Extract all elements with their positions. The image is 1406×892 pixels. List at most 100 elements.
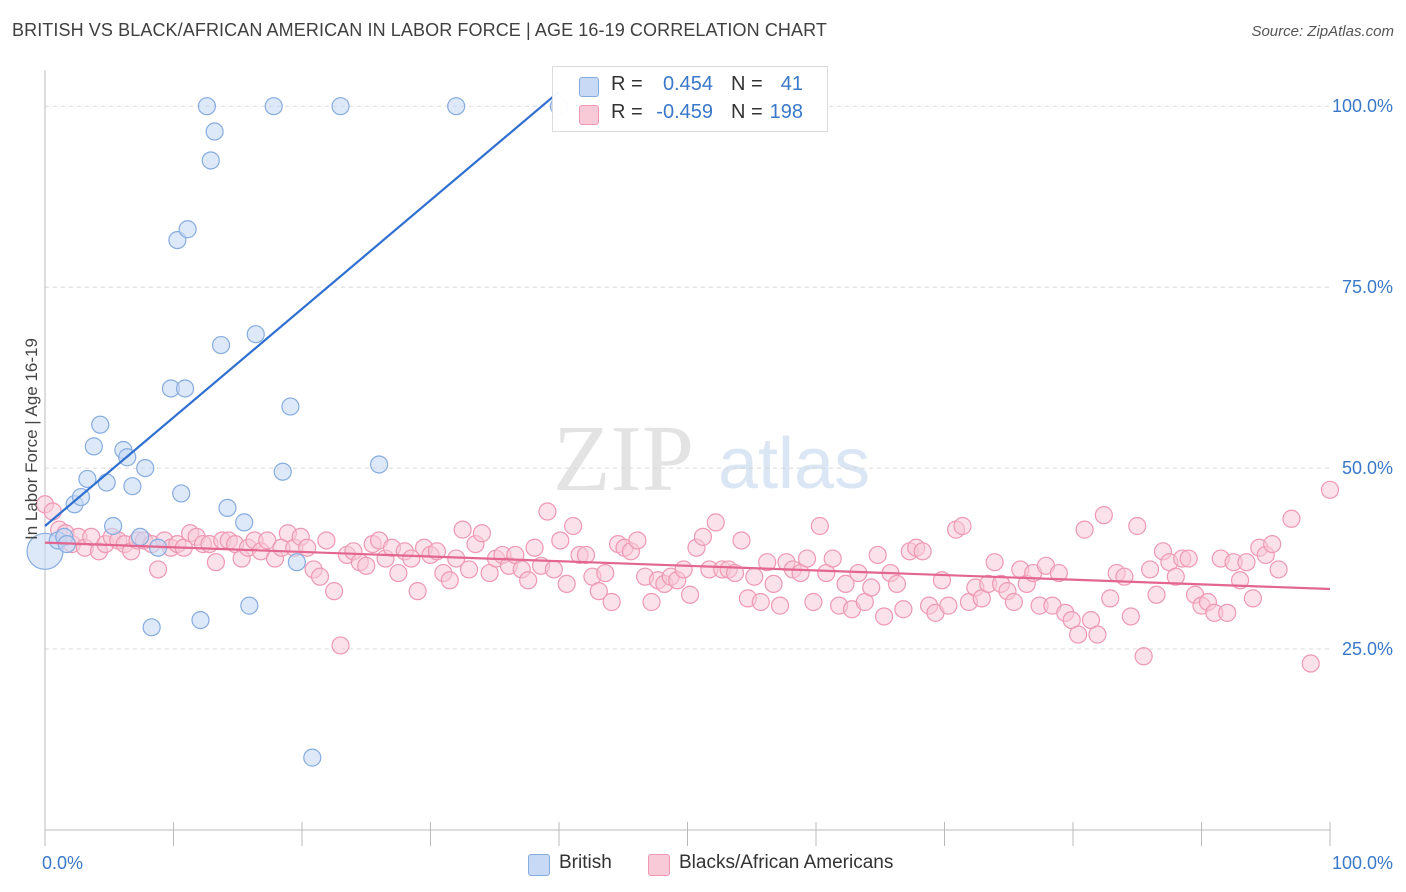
black-point <box>1269 560 1288 579</box>
british-point <box>205 122 224 141</box>
black-point <box>1166 567 1185 586</box>
british-point <box>78 469 97 489</box>
n-value: 198 <box>769 101 803 123</box>
r-value: 0.454 <box>662 73 713 95</box>
y-tick-label: 75.0% <box>1342 277 1393 297</box>
black-point <box>1069 625 1088 644</box>
british-swatch <box>579 77 599 97</box>
black-point <box>1320 480 1340 499</box>
black-point <box>331 636 350 655</box>
black-point <box>913 542 932 561</box>
watermark-zip: ZIP <box>553 407 694 511</box>
r-label: R = <box>611 73 643 95</box>
british-point <box>201 151 220 170</box>
british-point <box>287 553 306 572</box>
x-tick-label-max: 100.0% <box>1332 853 1393 873</box>
black-point <box>1094 506 1113 525</box>
black-point <box>310 567 330 586</box>
black-point <box>317 531 336 550</box>
british-point <box>218 498 237 518</box>
black-point <box>745 567 764 586</box>
black-point <box>1243 589 1263 608</box>
black-point <box>706 513 725 532</box>
british-point <box>123 477 142 496</box>
black-point <box>797 549 817 568</box>
watermark-atlas: atlas <box>718 424 870 504</box>
black-point <box>402 549 421 568</box>
black-point <box>472 524 491 543</box>
black-point <box>1075 520 1094 539</box>
series-british-points <box>26 97 569 767</box>
black-point <box>642 592 661 612</box>
n-label: N = <box>731 101 763 123</box>
black-point <box>1218 603 1237 622</box>
black-point <box>1179 549 1198 568</box>
black-point <box>389 563 408 583</box>
legend-row-black: R = -0.459 N = 198 <box>553 101 827 129</box>
n-label: N = <box>731 73 763 95</box>
black-point <box>985 553 1004 572</box>
black-point <box>758 553 777 572</box>
black-point <box>1147 585 1166 604</box>
black-point <box>836 574 855 594</box>
british-point <box>273 462 292 481</box>
british-point <box>303 748 322 767</box>
black-point <box>939 596 958 615</box>
black-point <box>325 582 344 601</box>
legend-row-british: R = 0.454 N = 41 <box>553 73 827 101</box>
black-point <box>602 592 621 612</box>
british-point <box>246 325 265 344</box>
n-value: 41 <box>780 73 803 95</box>
r-label: R = <box>611 101 643 123</box>
black-point <box>693 527 713 546</box>
black-point <box>459 560 479 579</box>
black-point <box>357 556 376 575</box>
british-point <box>281 397 300 416</box>
black-point <box>875 607 894 626</box>
black-point <box>804 592 823 612</box>
black-point <box>810 516 829 536</box>
black-swatch <box>579 105 599 125</box>
black-point <box>1128 516 1147 536</box>
black-point <box>557 574 576 594</box>
black-point <box>551 531 570 550</box>
black-point <box>148 560 168 579</box>
black-point <box>408 582 427 601</box>
british-point <box>235 513 254 532</box>
y-tick-label: 25.0% <box>1342 639 1393 659</box>
british-point <box>447 97 466 116</box>
black-point <box>1121 607 1140 626</box>
black-point <box>1282 509 1301 528</box>
british-trend-line <box>44 90 560 527</box>
black-point <box>525 538 544 557</box>
watermark: ZIP atlas <box>553 407 870 511</box>
black-point <box>1263 534 1282 554</box>
black-point <box>1237 553 1256 572</box>
black-point <box>887 574 907 594</box>
black-point <box>538 502 557 521</box>
black-point <box>440 571 459 590</box>
source-label: Source: ZipAtlas.com <box>1251 23 1394 40</box>
black-point <box>823 549 842 568</box>
black-point <box>674 560 693 579</box>
british-point <box>104 516 123 536</box>
black-point <box>628 531 647 550</box>
black-point <box>894 600 913 619</box>
black-point <box>1134 647 1153 666</box>
black-point <box>206 553 226 572</box>
black-point <box>564 516 583 536</box>
black-point <box>453 520 472 539</box>
british-point <box>175 379 195 398</box>
black-point <box>43 502 62 521</box>
black-point <box>1301 654 1320 673</box>
black-point <box>862 578 881 597</box>
british-point <box>142 618 161 637</box>
british-point <box>97 473 116 492</box>
british-point <box>370 455 389 474</box>
black-swatch <box>648 854 670 876</box>
black-point <box>1101 589 1120 608</box>
black-point <box>732 531 751 550</box>
black-point <box>764 574 783 594</box>
black-point <box>868 545 887 565</box>
british-point <box>331 97 350 116</box>
